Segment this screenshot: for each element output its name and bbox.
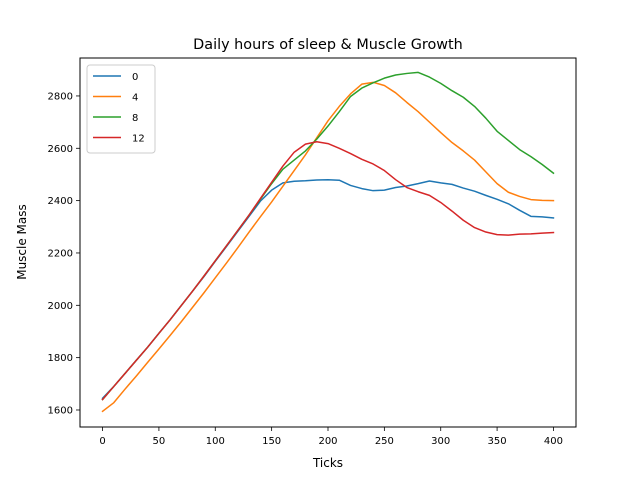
legend-label-1: 4 xyxy=(132,93,138,104)
x-tick-label: 100 xyxy=(206,436,225,447)
legend-label-3: 12 xyxy=(132,134,145,145)
chart-title: Daily hours of sleep & Muscle Growth xyxy=(193,37,463,53)
y-tick-label: 2400 xyxy=(48,196,73,207)
x-tick-label: 50 xyxy=(153,436,166,447)
y-tick-label: 2200 xyxy=(48,248,73,259)
x-tick-label: 200 xyxy=(318,436,337,447)
series-layer xyxy=(101,71,555,413)
x-tick-label: 0 xyxy=(99,436,105,447)
legend-label-0: 0 xyxy=(132,72,138,83)
y-axis-ticks: 1600 1800 2000 2200 2400 2600 2800 xyxy=(48,91,80,416)
y-tick-label: 1600 xyxy=(48,405,73,416)
x-tick-label: 400 xyxy=(544,436,563,447)
x-tick-label: 150 xyxy=(262,436,281,447)
legend-label-2: 8 xyxy=(132,113,138,124)
y-tick-label: 2600 xyxy=(48,144,73,155)
series-line-3 xyxy=(101,140,555,401)
plot-area xyxy=(79,57,577,428)
y-tick-label: 2000 xyxy=(48,301,73,312)
series-line-1 xyxy=(101,81,555,413)
y-axis-label: Muscle Mass xyxy=(15,204,29,280)
y-tick-label: 2800 xyxy=(48,91,73,102)
legend-entries: 0 4 8 12 xyxy=(93,72,145,145)
x-axis-ticks: 0 50 100 150 200 250 300 350 400 xyxy=(99,427,563,447)
x-axis-label: Ticks xyxy=(312,456,343,470)
x-tick-label: 350 xyxy=(488,436,507,447)
x-tick-label: 250 xyxy=(375,436,394,447)
legend: 0 4 8 12 xyxy=(86,64,156,154)
x-tick-label: 300 xyxy=(431,436,450,447)
y-tick-label: 1800 xyxy=(48,353,73,364)
legend-box xyxy=(86,64,156,154)
